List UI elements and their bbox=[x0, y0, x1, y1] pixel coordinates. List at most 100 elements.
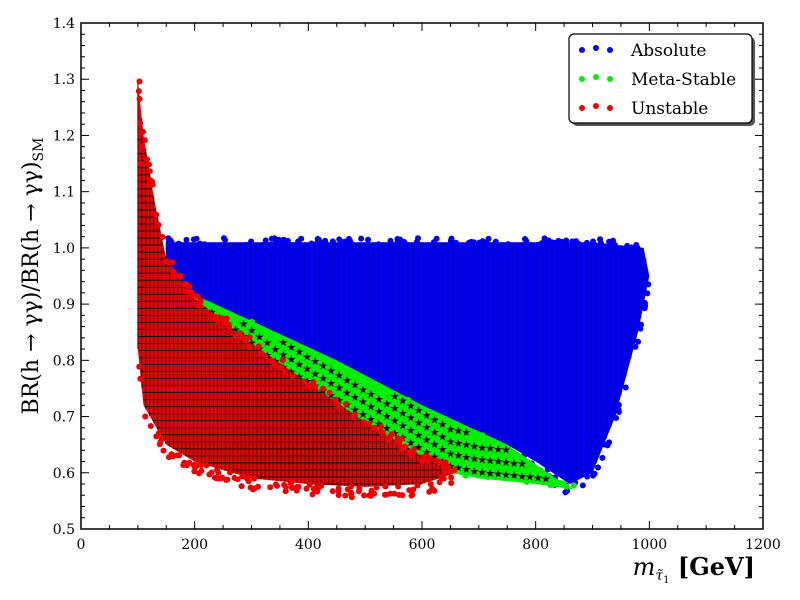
legend-box bbox=[568, 33, 753, 124]
series-meta-stable-star: ★ bbox=[366, 413, 376, 426]
y-tick-label: 1.4 bbox=[53, 16, 75, 32]
series-meta-stable-point bbox=[537, 474, 544, 481]
series-unstable-point bbox=[163, 258, 170, 265]
series-absolute-point bbox=[365, 236, 372, 243]
series-unstable-point bbox=[414, 482, 421, 489]
series-meta-stable-star: ★ bbox=[342, 374, 352, 387]
series-meta-stable-point bbox=[351, 389, 358, 396]
series-meta-stable-point bbox=[390, 408, 397, 415]
series-absolute-point bbox=[243, 241, 250, 248]
series-meta-stable-star: ★ bbox=[382, 422, 392, 435]
series-absolute-point bbox=[514, 243, 521, 250]
series-absolute-point bbox=[295, 238, 302, 245]
series-absolute-point bbox=[521, 235, 528, 242]
series-unstable-point bbox=[225, 323, 232, 330]
series-meta-stable-star: ★ bbox=[358, 408, 368, 421]
series-unstable-point bbox=[319, 385, 326, 392]
series-absolute-point bbox=[644, 290, 651, 297]
series-meta-stable-point bbox=[530, 471, 537, 478]
series-absolute-point bbox=[605, 242, 612, 249]
series-unstable-point bbox=[159, 233, 166, 240]
series-unstable-point bbox=[301, 378, 308, 385]
series-meta-stable-point bbox=[266, 341, 273, 348]
y-tick-label: 0.8 bbox=[53, 353, 75, 369]
series-meta-stable-point bbox=[401, 424, 408, 431]
series-meta-stable-star: ★ bbox=[350, 379, 360, 392]
series-meta-stable-point bbox=[463, 458, 470, 465]
series-unstable-point bbox=[242, 337, 249, 344]
series-absolute-point bbox=[168, 239, 175, 246]
series-meta-stable-star: ★ bbox=[453, 449, 463, 462]
x-axis-title-unit bbox=[670, 552, 678, 581]
series-meta-stable-point bbox=[383, 400, 390, 407]
series-meta-stable-star: ★ bbox=[461, 426, 471, 439]
series-meta-stable-star: ★ bbox=[374, 393, 384, 406]
series-meta-stable-point bbox=[405, 396, 412, 403]
series-absolute-point bbox=[485, 235, 492, 242]
series-unstable-point bbox=[141, 137, 148, 144]
series-absolute-point bbox=[351, 242, 358, 249]
series-meta-stable-point bbox=[508, 464, 515, 471]
series-meta-stable-star: ★ bbox=[438, 418, 448, 431]
series-meta-stable-star: ★ bbox=[374, 405, 384, 418]
series-absolute-point bbox=[591, 470, 598, 477]
series-unstable-point bbox=[347, 483, 354, 490]
series-unstable-point bbox=[177, 273, 184, 280]
series-unstable-point bbox=[371, 424, 378, 431]
series-unstable-point bbox=[368, 487, 375, 494]
x-tick-label: 800 bbox=[522, 537, 549, 553]
legend-marker bbox=[579, 105, 585, 111]
series-meta-stable-star: ★ bbox=[501, 456, 511, 469]
series-meta-stable-point bbox=[319, 356, 326, 363]
series-unstable-point bbox=[310, 378, 317, 385]
series-absolute-point bbox=[583, 239, 590, 246]
series-meta-stable-star: ★ bbox=[247, 324, 257, 337]
series-meta-stable-point bbox=[433, 430, 440, 437]
series-unstable-point bbox=[281, 368, 288, 375]
series-absolute-point bbox=[604, 442, 611, 449]
series-meta-stable-star: ★ bbox=[231, 324, 241, 337]
series-meta-stable-point bbox=[523, 467, 530, 474]
series-absolute-point bbox=[290, 242, 297, 249]
series-absolute-point bbox=[375, 241, 382, 248]
series-meta-stable-point bbox=[547, 479, 554, 486]
series-meta-stable-point bbox=[241, 324, 248, 331]
series-unstable-point bbox=[395, 491, 402, 498]
series-meta-stable-point bbox=[208, 302, 215, 309]
series-absolute-point bbox=[358, 243, 365, 250]
y-tick-label: 1.1 bbox=[53, 185, 75, 201]
series-meta-stable-point bbox=[507, 456, 514, 463]
series-meta-stable-point bbox=[330, 359, 337, 366]
series-absolute-point bbox=[387, 237, 394, 244]
series-meta-stable-star: ★ bbox=[517, 458, 527, 471]
series-meta-stable-point bbox=[248, 319, 255, 326]
x-axis-title-var: m bbox=[633, 553, 656, 581]
series-meta-stable-star: ★ bbox=[414, 404, 424, 417]
series-meta-stable-star: ★ bbox=[302, 363, 312, 376]
series-unstable-point bbox=[137, 120, 144, 127]
series-absolute-point bbox=[613, 415, 620, 422]
series-meta-stable-point bbox=[501, 454, 508, 461]
series-meta-stable-star: ★ bbox=[318, 372, 328, 385]
series-meta-stable-star: ★ bbox=[422, 421, 432, 434]
series-absolute-point bbox=[584, 473, 591, 480]
series-meta-stable-point bbox=[387, 420, 394, 427]
x-axis-title-subsub: 1 bbox=[663, 575, 669, 586]
series-meta-stable-star: ★ bbox=[469, 465, 479, 478]
series-unstable-point bbox=[153, 211, 160, 218]
series-meta-stable-star: ★ bbox=[461, 438, 471, 451]
series-unstable-point bbox=[147, 423, 154, 430]
series-meta-stable-region bbox=[166, 281, 576, 490]
series-absolute-point bbox=[597, 236, 604, 243]
legend-label: Unstable bbox=[631, 99, 708, 119]
series-unstable-point bbox=[427, 481, 434, 488]
series-meta-stable-point bbox=[422, 432, 429, 439]
series-unstable-point bbox=[408, 492, 415, 499]
series-meta-stable-star: ★ bbox=[438, 431, 448, 444]
series-unstable-point bbox=[170, 268, 177, 275]
series-absolute-point bbox=[617, 246, 624, 253]
y-axis-title-sub: SM bbox=[31, 138, 47, 162]
series-absolute-point bbox=[590, 238, 597, 245]
series-meta-stable-star: ★ bbox=[247, 336, 257, 349]
series-meta-stable-point bbox=[559, 480, 566, 487]
